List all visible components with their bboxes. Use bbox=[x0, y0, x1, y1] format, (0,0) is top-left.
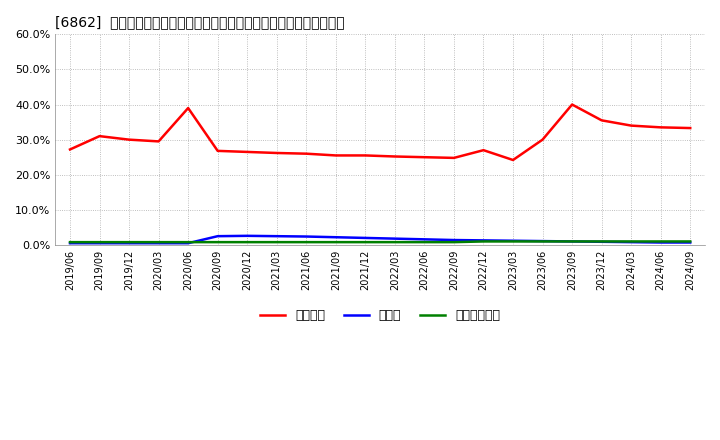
繰延税金資産 bbox=[184, 239, 192, 245]
自己資本 bbox=[272, 150, 281, 156]
のれん bbox=[627, 239, 636, 245]
のれん bbox=[95, 241, 104, 246]
のれん bbox=[568, 239, 577, 244]
のれん bbox=[420, 237, 428, 242]
自己資本 bbox=[509, 158, 518, 163]
繰延税金資産 bbox=[390, 239, 399, 245]
繰延税金資産 bbox=[420, 239, 428, 245]
繰延税金資産 bbox=[539, 239, 547, 244]
のれん bbox=[66, 241, 74, 246]
繰延税金資産 bbox=[568, 239, 577, 244]
のれん bbox=[125, 241, 133, 246]
繰延税金資産 bbox=[509, 239, 518, 244]
のれん bbox=[449, 238, 458, 243]
のれん bbox=[509, 238, 518, 243]
自己資本 bbox=[686, 125, 695, 131]
のれん bbox=[272, 234, 281, 239]
繰延税金資産 bbox=[272, 239, 281, 245]
のれん bbox=[539, 238, 547, 244]
自己資本 bbox=[539, 137, 547, 142]
自己資本 bbox=[449, 155, 458, 161]
自己資本 bbox=[598, 117, 606, 123]
のれん bbox=[361, 235, 369, 241]
自己資本 bbox=[390, 154, 399, 159]
自己資本 bbox=[361, 153, 369, 158]
Legend: 自己資本, のれん, 繰延税金資産: 自己資本, のれん, 繰延税金資産 bbox=[255, 304, 505, 327]
のれん bbox=[154, 241, 163, 246]
自己資本 bbox=[66, 147, 74, 152]
自己資本 bbox=[480, 147, 488, 153]
のれん bbox=[686, 240, 695, 245]
繰延税金資産 bbox=[66, 239, 74, 245]
のれん bbox=[390, 236, 399, 241]
のれん bbox=[184, 241, 192, 246]
のれん bbox=[213, 234, 222, 239]
自己資本 bbox=[568, 102, 577, 107]
繰延税金資産 bbox=[686, 239, 695, 244]
繰延税金資産 bbox=[213, 239, 222, 245]
自己資本 bbox=[302, 151, 310, 156]
Text: [6862]  自己資本、のれん、繰延税金資産の総資産に対する比率の推移: [6862] 自己資本、のれん、繰延税金資産の総資産に対する比率の推移 bbox=[55, 15, 345, 29]
繰延税金資産 bbox=[154, 239, 163, 245]
自己資本 bbox=[243, 149, 251, 154]
Line: のれん: のれん bbox=[70, 236, 690, 243]
のれん bbox=[598, 239, 606, 245]
繰延税金資産 bbox=[125, 239, 133, 245]
自己資本 bbox=[657, 125, 665, 130]
繰延税金資産 bbox=[598, 239, 606, 244]
のれん bbox=[657, 240, 665, 245]
のれん bbox=[302, 234, 310, 239]
自己資本 bbox=[95, 133, 104, 139]
繰延税金資産 bbox=[361, 239, 369, 245]
のれん bbox=[331, 235, 340, 240]
自己資本 bbox=[213, 148, 222, 154]
繰延税金資産 bbox=[657, 239, 665, 244]
繰延税金資産 bbox=[95, 239, 104, 245]
繰延税金資産 bbox=[243, 239, 251, 245]
自己資本 bbox=[420, 154, 428, 160]
自己資本 bbox=[627, 123, 636, 128]
繰延税金資産 bbox=[627, 239, 636, 244]
自己資本 bbox=[184, 106, 192, 111]
繰延税金資産 bbox=[302, 239, 310, 245]
繰延税金資産 bbox=[449, 239, 458, 245]
繰延税金資産 bbox=[331, 239, 340, 245]
自己資本 bbox=[125, 137, 133, 142]
のれん bbox=[243, 233, 251, 238]
自己資本 bbox=[331, 153, 340, 158]
繰延税金資産 bbox=[480, 239, 488, 244]
Line: 自己資本: 自己資本 bbox=[70, 105, 690, 160]
のれん bbox=[480, 238, 488, 243]
自己資本 bbox=[154, 139, 163, 144]
